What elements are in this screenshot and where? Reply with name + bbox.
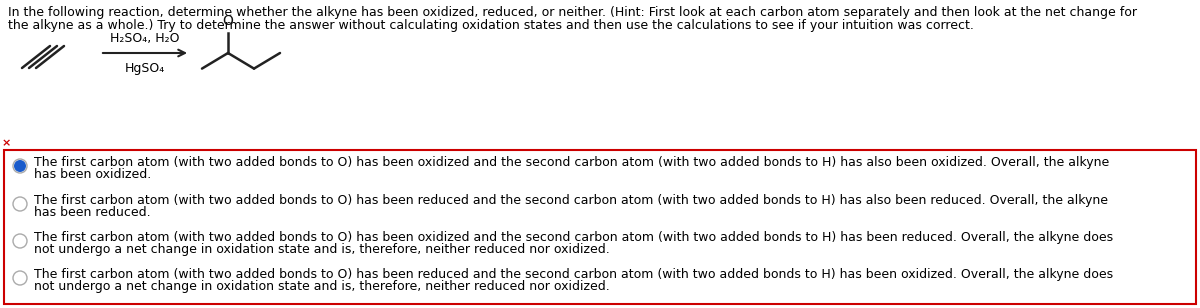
Text: the alkyne as a whole.) Try to determine the answer without calculating oxidatio: the alkyne as a whole.) Try to determine… bbox=[8, 19, 974, 32]
Circle shape bbox=[13, 159, 28, 173]
Text: not undergo a net change in oxidation state and is, therefore, neither reduced n: not undergo a net change in oxidation st… bbox=[34, 243, 610, 256]
Text: H₂SO₄, H₂O: H₂SO₄, H₂O bbox=[110, 32, 180, 45]
Text: not undergo a net change in oxidation state and is, therefore, neither reduced n: not undergo a net change in oxidation st… bbox=[34, 280, 610, 293]
Text: The first carbon atom (with two added bonds to O) has been oxidized and the seco: The first carbon atom (with two added bo… bbox=[34, 156, 1109, 169]
Text: HgSO₄: HgSO₄ bbox=[125, 62, 166, 75]
Text: The first carbon atom (with two added bonds to O) has been reduced and the secon: The first carbon atom (with two added bo… bbox=[34, 268, 1114, 281]
Text: has been reduced.: has been reduced. bbox=[34, 206, 151, 219]
Text: has been oxidized.: has been oxidized. bbox=[34, 168, 151, 181]
Text: O: O bbox=[222, 14, 234, 28]
Text: The first carbon atom (with two added bonds to O) has been oxidized and the seco: The first carbon atom (with two added bo… bbox=[34, 231, 1114, 244]
Circle shape bbox=[13, 271, 28, 285]
Circle shape bbox=[13, 197, 28, 211]
Text: ×: × bbox=[2, 138, 11, 148]
Bar bbox=[4, 150, 1196, 304]
Circle shape bbox=[13, 234, 28, 248]
Text: The first carbon atom (with two added bonds to O) has been reduced and the secon: The first carbon atom (with two added bo… bbox=[34, 194, 1108, 207]
Circle shape bbox=[14, 160, 26, 172]
Text: In the following reaction, determine whether the alkyne has been oxidized, reduc: In the following reaction, determine whe… bbox=[8, 6, 1138, 19]
